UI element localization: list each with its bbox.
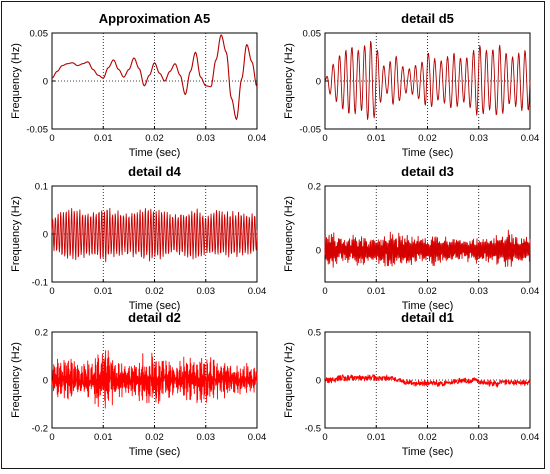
x-tick-label: 0.04: [248, 133, 267, 144]
y-tick-label: -0.2: [32, 424, 48, 435]
x-tick-label: 0.01: [367, 432, 386, 443]
x-tick-label: 0: [49, 432, 54, 443]
x-tick-label: 0.02: [418, 133, 437, 144]
chart-title: detail d3: [401, 164, 454, 179]
y-axis-label: Frequency (Hz): [283, 196, 295, 272]
x-tick-label: 0.04: [248, 286, 267, 297]
x-axis-label: Time (sec): [129, 147, 181, 159]
x-tick-label: 0.04: [521, 286, 540, 297]
y-axis-label: Frequency (Hz): [10, 342, 22, 418]
x-tick-label: 0.02: [145, 133, 164, 144]
chart-title: detail d1: [401, 310, 454, 325]
chart-title: Approximation A5: [99, 11, 210, 26]
x-tick-label: 0: [49, 133, 54, 144]
x-axis-label: Time (sec): [402, 147, 454, 159]
series-line: [324, 40, 531, 120]
x-tick-label: 0: [322, 286, 327, 297]
x-tick-label: 0.02: [145, 432, 164, 443]
chart-title: detail d5: [401, 11, 454, 26]
x-axis-label: Time (sec): [129, 446, 181, 458]
y-tick-label: 0.2: [308, 182, 321, 193]
x-axis-label: Time (sec): [129, 300, 181, 312]
y-tick-label: -0.5: [305, 424, 321, 435]
y-tick-label: -0.1: [32, 278, 48, 289]
y-tick-label: 0: [43, 376, 48, 387]
x-axis-label: Time (sec): [402, 446, 454, 458]
x-tick-label: 0.01: [94, 432, 113, 443]
y-tick-label: -0.05: [299, 125, 321, 136]
y-tick-label: -0.05: [26, 125, 48, 136]
series-line: [51, 207, 258, 263]
x-tick-label: 0.04: [248, 432, 267, 443]
x-tick-label: 0.02: [145, 286, 164, 297]
y-tick-label: 0: [316, 246, 321, 257]
y-tick-label: 0.05: [30, 29, 49, 40]
x-tick-label: 0.04: [521, 133, 540, 144]
y-tick-label: 0.2: [35, 328, 48, 339]
x-tick-label: 0.03: [197, 133, 216, 144]
y-tick-label: 0: [43, 77, 48, 88]
y-tick-label: 0: [43, 230, 48, 241]
x-tick-label: 0: [49, 286, 54, 297]
series-line: [51, 350, 258, 409]
x-tick-label: 0.01: [367, 286, 386, 297]
chart-title: detail d4: [128, 164, 182, 179]
x-tick-label: 0.03: [197, 286, 216, 297]
x-tick-label: 0.04: [521, 432, 540, 443]
y-tick-label: 0: [316, 376, 321, 387]
y-axis-label: Frequency (Hz): [10, 196, 22, 272]
series-line: [324, 374, 531, 388]
x-tick-label: 0.02: [418, 286, 437, 297]
y-axis-label: Frequency (Hz): [283, 43, 295, 119]
y-axis-label: Frequency (Hz): [10, 43, 22, 119]
series-line: [51, 34, 258, 120]
x-tick-label: 0: [322, 432, 327, 443]
x-tick-label: 0.03: [470, 133, 489, 144]
x-axis-label: Time (sec): [402, 300, 454, 312]
x-tick-label: 0.03: [470, 286, 489, 297]
y-axis-label: Frequency (Hz): [283, 342, 295, 418]
series-line: [324, 229, 531, 268]
y-tick-label: 0: [316, 77, 321, 88]
x-tick-label: 0.01: [94, 133, 113, 144]
x-tick-label: 0.02: [418, 432, 437, 443]
x-tick-label: 0.01: [94, 286, 113, 297]
x-tick-label: 0: [322, 133, 327, 144]
chart-panel-4: 0 0.01 0.02 0.03 0.04 0 0.2 detail d3 Time (sec)…: [283, 164, 539, 312]
chart-panel-1: 0 0.01 0.02 0.03 0.04-0.0500.05Approximation…: [10, 11, 266, 159]
y-tick-label: 0.05: [303, 29, 322, 40]
x-tick-label: 0.01: [367, 133, 386, 144]
x-tick-label: 0.03: [197, 432, 216, 443]
y-tick-label: 0.1: [35, 182, 48, 193]
chart-title: detail d2: [128, 310, 181, 325]
y-tick-label: 0.5: [308, 328, 321, 339]
x-tick-label: 0.03: [470, 432, 489, 443]
